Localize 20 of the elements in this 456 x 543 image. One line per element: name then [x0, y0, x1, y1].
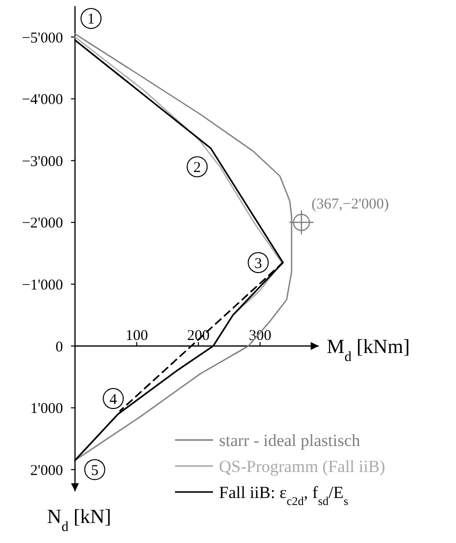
annotation: (367,−2'000) — [311, 196, 389, 212]
y-tick-label: −5'000 — [22, 30, 63, 46]
y-axis-title: N$_{d}$ [kN] — [47, 506, 112, 535]
x-axis-title: M$_{d}$ [kNm] — [326, 336, 410, 364]
y-tick-label: −2'000 — [22, 216, 63, 232]
y-tick-label: −1'000 — [22, 277, 63, 294]
annotation: 4 — [110, 392, 118, 408]
x-tick-label: 100 — [125, 328, 148, 344]
annotation: 5 — [90, 462, 98, 479]
legend-label: Fall iiB: ε$_{c2d}$, f$_{sd}$/E$_{s}$ — [219, 482, 349, 508]
annotation: 1 — [87, 12, 95, 28]
y-tick-label: 1'000 — [30, 401, 63, 418]
y-tick-label: 2'000 — [30, 462, 63, 479]
legend-label: QS-Programm (Fall iiB) — [219, 456, 386, 476]
y-tick-label: −4'000 — [22, 92, 63, 108]
annotation: 2 — [193, 160, 201, 176]
annotation: 3 — [254, 256, 262, 272]
legend-label: starr - ideal plastisch — [219, 430, 361, 450]
y-tick-label: 0 — [56, 339, 63, 356]
y-tick-label: −3'000 — [22, 154, 63, 170]
